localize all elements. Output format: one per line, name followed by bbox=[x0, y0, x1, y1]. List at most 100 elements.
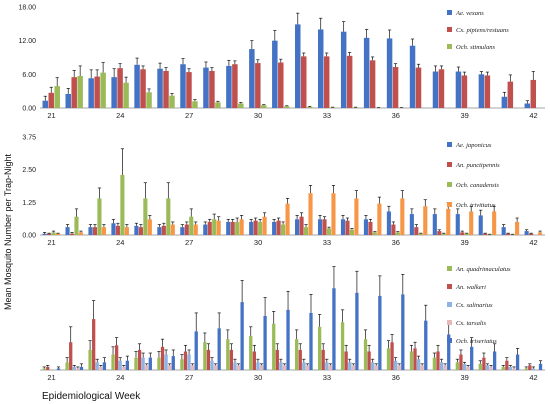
legend-label-1-2: Och. canadensis bbox=[456, 182, 499, 189]
bar-2-2-35 bbox=[371, 362, 375, 370]
bar-1-1-25 bbox=[138, 227, 143, 235]
bar-2-1-21 bbox=[46, 366, 50, 370]
bar-1-0-31 bbox=[272, 221, 277, 235]
bar-2-2-38 bbox=[439, 362, 444, 370]
bar-2-1-36 bbox=[390, 342, 394, 370]
bar-0-2-22 bbox=[77, 76, 83, 108]
bar-0-2-29 bbox=[238, 103, 244, 108]
x-tick-label-0-30: 30 bbox=[254, 111, 262, 120]
y-tick-label-0-1: 6.00 bbox=[22, 72, 36, 79]
bar-2-2-28 bbox=[210, 360, 214, 370]
bar-0-2-27 bbox=[192, 101, 198, 108]
bar-2-4-30 bbox=[263, 316, 267, 370]
y-tick-label-0-0: 0.00 bbox=[22, 106, 36, 113]
bar-1-3-31 bbox=[285, 203, 290, 235]
y-tick-label-1-2: 2.50 bbox=[22, 167, 36, 174]
bar-2-2-41 bbox=[508, 366, 513, 370]
bar-2-3-40 bbox=[489, 366, 493, 370]
bar-1-0-30 bbox=[249, 221, 254, 235]
y-tick-label-1-0: 0.00 bbox=[22, 233, 36, 240]
legend-label-2-3: Cx. tarsalis bbox=[456, 320, 486, 327]
bar-2-2-32 bbox=[302, 362, 306, 370]
bar-2-2-31 bbox=[279, 362, 283, 370]
bar-1-2-41 bbox=[510, 234, 515, 235]
bar-2-3-32 bbox=[305, 365, 310, 370]
bar-2-4-36 bbox=[401, 294, 405, 370]
bar-2-2-22 bbox=[72, 366, 76, 370]
bar-2-4-27 bbox=[194, 331, 198, 370]
bar-2-1-22 bbox=[69, 342, 73, 370]
bar-0-1-30 bbox=[255, 63, 261, 108]
bar-2-4-32 bbox=[309, 312, 313, 370]
bar-2-2-34 bbox=[348, 362, 352, 370]
legend-label-2-2: Cx. salinarius bbox=[456, 302, 493, 309]
bar-2-3-25 bbox=[145, 365, 149, 370]
legend-swatch-2-2 bbox=[447, 302, 452, 307]
bar-2-1-26 bbox=[160, 346, 165, 370]
bar-1-0-22 bbox=[65, 227, 70, 235]
bar-1-1-35 bbox=[368, 221, 373, 235]
legend-label-1-3: Och. trivittatus bbox=[456, 202, 496, 209]
bar-2-3-27 bbox=[191, 365, 195, 370]
bar-1-1-39 bbox=[460, 232, 465, 235]
bar-2-0-21 bbox=[42, 368, 46, 370]
bar-0-2-23 bbox=[100, 72, 106, 108]
bar-1-2-36 bbox=[395, 232, 400, 235]
x-tick-label-1-30: 30 bbox=[254, 238, 262, 247]
bar-2-1-31 bbox=[275, 349, 279, 370]
bar-1-3-34 bbox=[354, 198, 359, 235]
bar-0-0-24 bbox=[111, 77, 117, 108]
bar-2-0-37 bbox=[409, 351, 414, 370]
bar-0-0-41 bbox=[501, 96, 508, 108]
bar-2-1-37 bbox=[413, 348, 417, 370]
bar-0-1-31 bbox=[278, 62, 284, 108]
x-tick-label-1-39: 39 bbox=[461, 238, 469, 247]
bar-0-2-26 bbox=[169, 95, 175, 108]
bar-2-1-33 bbox=[321, 349, 325, 370]
x-tick-label-1-21: 21 bbox=[47, 238, 55, 247]
bar-1-1-24 bbox=[115, 225, 120, 235]
bar-0-1-26 bbox=[163, 70, 169, 108]
bar-1-2-33 bbox=[326, 228, 332, 235]
bar-2-1-41 bbox=[505, 360, 509, 370]
bar-2-3-28 bbox=[213, 365, 218, 370]
bar-1-3-22 bbox=[78, 232, 84, 235]
bar-2-4-28 bbox=[217, 328, 221, 370]
bar-1-2-39 bbox=[464, 233, 469, 235]
bar-2-2-24 bbox=[118, 360, 122, 370]
legend-label-2-4: Och. triseriatus bbox=[456, 338, 497, 345]
bar-2-1-25 bbox=[137, 349, 142, 370]
bar-2-0-31 bbox=[272, 323, 276, 370]
bar-0-2-21 bbox=[54, 86, 60, 108]
y-axis-label: Mean Mosquito Number per Trap-Night bbox=[3, 153, 13, 310]
bar-1-3-28 bbox=[216, 220, 221, 235]
bar-0-0-42 bbox=[524, 103, 531, 108]
bar-2-1-42 bbox=[528, 365, 532, 370]
x-tick-label-1-36: 36 bbox=[392, 238, 400, 247]
bar-2-0-22 bbox=[65, 362, 69, 370]
x-tick-label-1-24: 24 bbox=[116, 238, 124, 247]
x-tick-label-2-21: 21 bbox=[47, 373, 55, 382]
bar-1-2-22 bbox=[74, 216, 79, 235]
bar-1-2-24 bbox=[120, 174, 125, 235]
bar-2-2-26 bbox=[164, 354, 168, 370]
bar-1-2-25 bbox=[143, 198, 148, 235]
bar-0-0-39 bbox=[455, 71, 462, 108]
bar-0-1-39 bbox=[461, 75, 468, 108]
bar-2-3-22 bbox=[76, 368, 80, 370]
bar-1-2-30 bbox=[258, 221, 263, 235]
bar-2-2-23 bbox=[95, 362, 99, 370]
bar-2-4-23 bbox=[102, 362, 107, 370]
bar-1-0-21 bbox=[42, 233, 47, 235]
bar-0-2-33 bbox=[329, 107, 336, 108]
bar-1-1-38 bbox=[437, 231, 442, 235]
bar-2-1-34 bbox=[344, 351, 348, 370]
y-tick-label-1-1: 1.25 bbox=[22, 200, 36, 207]
x-tick-label-2-42: 42 bbox=[529, 373, 537, 382]
bar-2-3-23 bbox=[99, 366, 103, 370]
bar-0-1-29 bbox=[232, 64, 238, 108]
bar-2-2-37 bbox=[416, 359, 421, 370]
bar-0-0-32 bbox=[295, 24, 301, 108]
bar-0-0-28 bbox=[203, 67, 209, 108]
bar-0-0-30 bbox=[249, 49, 255, 108]
